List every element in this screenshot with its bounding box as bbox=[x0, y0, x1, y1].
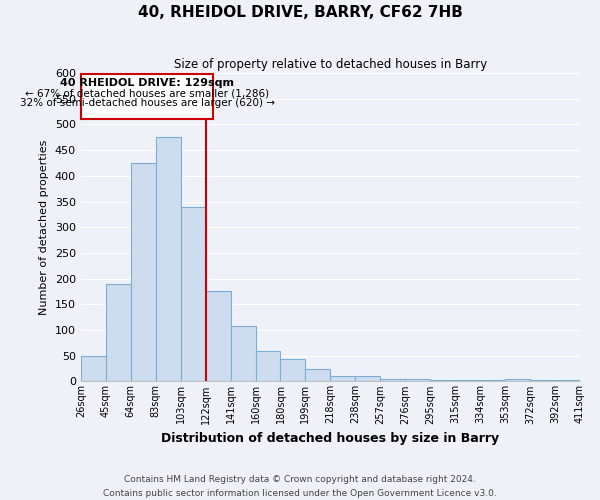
Bar bbox=[405, 379, 430, 382]
Bar bbox=[131, 163, 155, 382]
Bar bbox=[455, 380, 480, 382]
Bar bbox=[331, 376, 355, 382]
Text: ← 67% of detached houses are smaller (1,286): ← 67% of detached houses are smaller (1,… bbox=[25, 88, 269, 99]
Bar bbox=[230, 326, 256, 382]
Bar bbox=[280, 359, 305, 382]
Y-axis label: Number of detached properties: Number of detached properties bbox=[39, 140, 49, 315]
FancyBboxPatch shape bbox=[81, 74, 213, 120]
Bar bbox=[380, 379, 405, 382]
Text: 40, RHEIDOL DRIVE, BARRY, CF62 7HB: 40, RHEIDOL DRIVE, BARRY, CF62 7HB bbox=[137, 5, 463, 20]
Bar bbox=[106, 284, 131, 382]
Bar bbox=[480, 380, 505, 382]
Bar bbox=[530, 380, 555, 382]
Bar bbox=[81, 356, 106, 382]
Bar bbox=[181, 206, 206, 382]
Bar bbox=[256, 350, 280, 382]
Bar bbox=[430, 380, 455, 382]
Bar bbox=[305, 368, 331, 382]
Bar bbox=[206, 292, 230, 382]
Bar bbox=[555, 380, 580, 382]
Bar bbox=[155, 138, 181, 382]
Text: 40 RHEIDOL DRIVE: 129sqm: 40 RHEIDOL DRIVE: 129sqm bbox=[60, 78, 234, 88]
Title: Size of property relative to detached houses in Barry: Size of property relative to detached ho… bbox=[174, 58, 487, 70]
Text: Contains HM Land Registry data © Crown copyright and database right 2024.
Contai: Contains HM Land Registry data © Crown c… bbox=[103, 476, 497, 498]
X-axis label: Distribution of detached houses by size in Barry: Distribution of detached houses by size … bbox=[161, 432, 499, 445]
Bar bbox=[505, 379, 530, 382]
Bar bbox=[355, 376, 380, 382]
Text: 32% of semi-detached houses are larger (620) →: 32% of semi-detached houses are larger (… bbox=[20, 98, 275, 108]
